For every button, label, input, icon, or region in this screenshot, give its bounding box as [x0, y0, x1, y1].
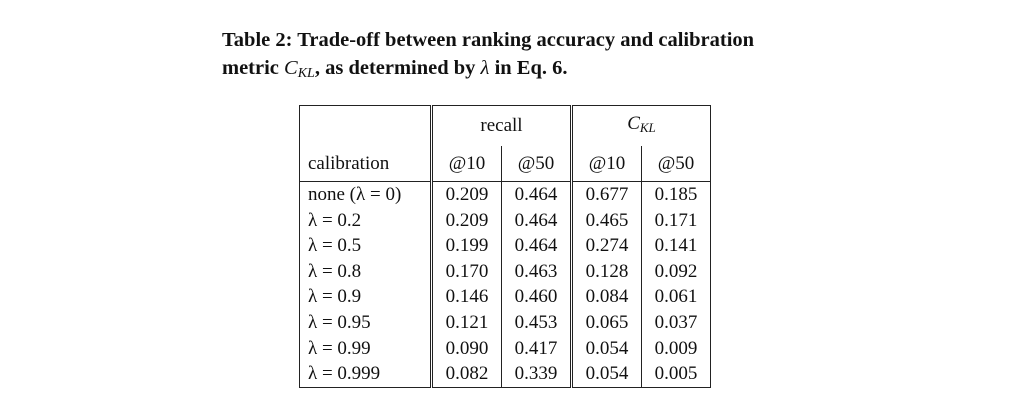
cell-ckl-50: 0.009 — [641, 335, 711, 362]
table-row: λ = 0.99 0.090 0.417 0.054 0.009 — [299, 335, 711, 362]
caption-math-base: C — [284, 57, 298, 79]
cell-ckl-50: 0.037 — [641, 309, 711, 336]
cell-recall-10: 0.199 — [431, 233, 502, 259]
cell-ckl-10: 0.065 — [571, 309, 642, 336]
cell-ckl-50: 0.171 — [641, 207, 711, 234]
cell-recall-50: 0.460 — [501, 284, 573, 310]
results-table: recall CKL calibration @10 @50 @10 @50 n… — [299, 105, 711, 388]
caption-line-1: Table 2: Trade-off between ranking accur… — [222, 29, 755, 51]
table-row: λ = 0.9 0.146 0.460 0.084 0.061 — [299, 284, 711, 310]
row-label: λ = 0.999 — [299, 361, 433, 388]
cell-recall-50: 0.464 — [501, 233, 573, 259]
cell-ckl-10: 0.084 — [571, 284, 642, 310]
table-row: λ = 0.5 0.199 0.464 0.274 0.141 — [299, 233, 711, 259]
cell-ckl-10: 0.677 — [571, 180, 642, 208]
column-header-ckl-50: @50 — [641, 146, 711, 182]
caption-math-ckl: CKL — [284, 57, 315, 81]
cell-ckl-50: 0.185 — [641, 180, 711, 208]
caption-lambda: λ — [480, 57, 490, 79]
group-header-ckl: CKL — [571, 105, 711, 146]
cell-recall-50: 0.464 — [501, 180, 573, 208]
cell-recall-50: 0.464 — [501, 207, 573, 234]
cell-recall-10: 0.082 — [431, 361, 502, 388]
cell-ckl-50: 0.005 — [641, 361, 711, 388]
ckl-sub: KL — [639, 120, 656, 135]
table-row: λ = 0.2 0.209 0.464 0.465 0.171 — [299, 207, 711, 234]
row-label: none (λ = 0) — [299, 180, 433, 208]
table-row: λ = 0.999 0.082 0.339 0.054 0.005 — [299, 361, 711, 388]
cell-recall-10: 0.170 — [431, 258, 502, 285]
cell-recall-10: 0.090 — [431, 335, 502, 362]
group-header-row: recall CKL — [299, 105, 711, 146]
caption-math-sub: KL — [297, 66, 315, 81]
results-table-wrapper: recall CKL calibration @10 @50 @10 @50 n… — [299, 105, 711, 388]
cell-ckl-10: 0.274 — [571, 233, 642, 259]
group-header-empty — [299, 105, 433, 146]
cell-ckl-10: 0.054 — [571, 335, 642, 362]
caption-line-2: metric CKL, as determined by λ in Eq. 6. — [222, 54, 822, 88]
cell-ckl-10: 0.128 — [571, 258, 642, 285]
cell-recall-10: 0.209 — [431, 180, 502, 208]
cell-recall-10: 0.146 — [431, 284, 502, 310]
cell-ckl-10: 0.054 — [571, 361, 642, 388]
row-label: λ = 0.9 — [299, 284, 433, 310]
cell-ckl-50: 0.092 — [641, 258, 711, 285]
column-header-row: calibration @10 @50 @10 @50 — [299, 146, 711, 182]
table-row: λ = 0.8 0.170 0.463 0.128 0.092 — [299, 258, 711, 285]
cell-recall-10: 0.209 — [431, 207, 502, 234]
column-header-recall-10: @10 — [431, 146, 502, 182]
cell-ckl-50: 0.141 — [641, 233, 711, 259]
caption-mid: , as determined by — [314, 57, 481, 79]
cell-recall-10: 0.121 — [431, 309, 502, 336]
group-header-recall: recall — [431, 105, 573, 146]
caption-suffix: in Eq. 6. — [489, 57, 568, 79]
table-caption: Table 2: Trade-off between ranking accur… — [222, 26, 822, 88]
caption-prefix: metric — [222, 57, 285, 79]
row-label: λ = 0.95 — [299, 309, 433, 336]
row-label: λ = 0.5 — [299, 233, 433, 259]
column-header-calibration: calibration — [299, 146, 433, 182]
cell-recall-50: 0.463 — [501, 258, 573, 285]
cell-recall-50: 0.453 — [501, 309, 573, 336]
cell-recall-50: 0.339 — [501, 361, 573, 388]
row-label: λ = 0.8 — [299, 258, 433, 285]
table-row: λ = 0.95 0.121 0.453 0.065 0.037 — [299, 309, 711, 336]
column-header-ckl-10: @10 — [571, 146, 642, 182]
cell-recall-50: 0.417 — [501, 335, 573, 362]
column-header-recall-50: @50 — [501, 146, 573, 182]
table-row: none (λ = 0) 0.209 0.464 0.677 0.185 — [299, 180, 711, 208]
results-table-body: recall CKL calibration @10 @50 @10 @50 n… — [299, 105, 711, 388]
row-label: λ = 0.2 — [299, 207, 433, 234]
row-label: λ = 0.99 — [299, 335, 433, 362]
cell-ckl-10: 0.465 — [571, 207, 642, 234]
cell-ckl-50: 0.061 — [641, 284, 711, 310]
ckl-base: C — [627, 113, 640, 134]
